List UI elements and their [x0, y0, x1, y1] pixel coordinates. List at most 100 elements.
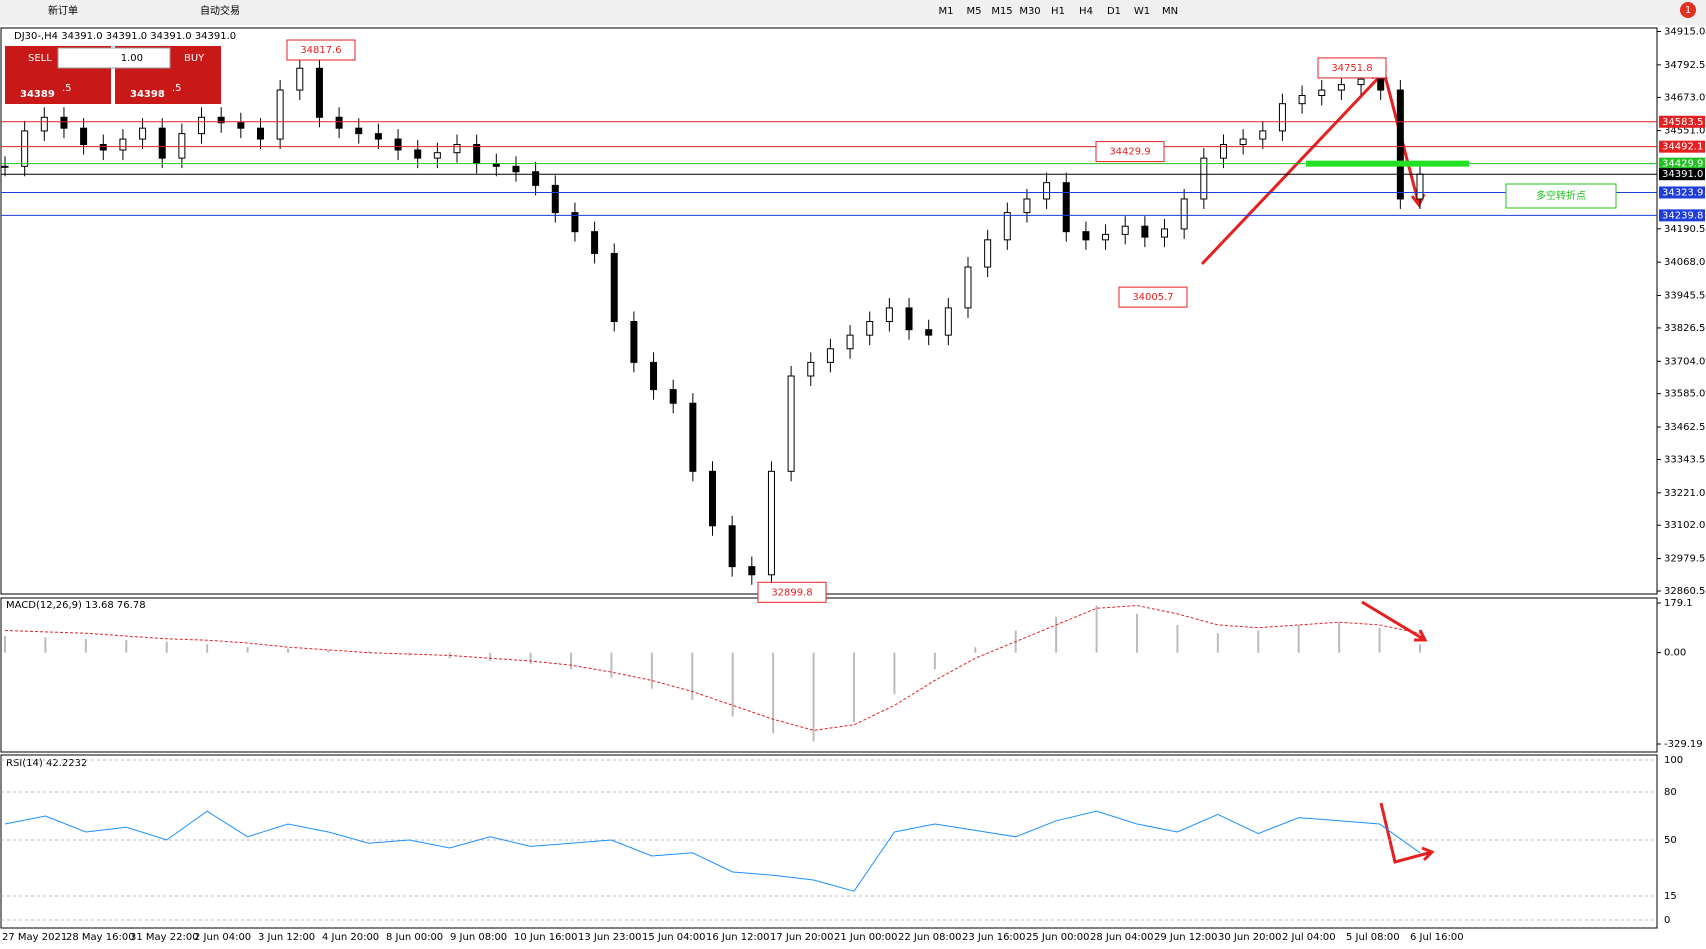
auto-trading[interactable]: 自动交易: [200, 4, 240, 17]
timeframe[interactable]: H1: [1051, 6, 1065, 17]
candle: [139, 127, 147, 140]
macd-bar: [1297, 624, 1300, 653]
x-tick-label: 10 Jun 16:00: [514, 932, 578, 943]
price-level-box: [1659, 115, 1705, 128]
x-tick-label: 27 May 2021: [2, 932, 67, 943]
macd-bar: [974, 647, 977, 653]
y-tick-label: 34673.0: [1664, 92, 1705, 103]
price-level-box: [1659, 168, 1705, 181]
candle: [355, 127, 363, 135]
price-level-label: 34323.9: [1662, 187, 1703, 198]
candle: [532, 171, 540, 186]
macd-bar: [1338, 622, 1341, 653]
x-tick-label: 23 Jun 16:00: [962, 932, 1026, 943]
x-tick-label: 31 May 22:00: [130, 932, 199, 943]
candle: [689, 402, 697, 472]
candle: [984, 239, 992, 268]
candle: [394, 138, 402, 151]
y-tick-label: 33462.5: [1664, 422, 1705, 433]
macd-bar: [529, 652, 532, 664]
candle: [748, 566, 756, 576]
macd-bar: [570, 652, 572, 670]
candle: [315, 67, 323, 118]
price-level-box: [1659, 157, 1705, 170]
candle: [610, 252, 618, 323]
macd-signal: [4, 605, 1421, 731]
timeframe[interactable]: MN: [1162, 6, 1178, 17]
candle: [198, 116, 206, 135]
macd-bar: [731, 652, 734, 717]
x-tick-label: 25 Jun 00:00: [1026, 932, 1090, 943]
candle: [787, 375, 795, 472]
y-tick-label: 34915.0: [1664, 27, 1705, 38]
y-tick-label: 33945.5: [1664, 291, 1705, 302]
macd-tick-label: 0.00: [1664, 648, 1686, 659]
candle: [1377, 78, 1385, 91]
notification-badge[interactable]: [1680, 2, 1696, 18]
candle: [944, 307, 952, 336]
timeframe[interactable]: M15: [991, 6, 1012, 17]
annotation: 34751.8: [1331, 63, 1372, 74]
candle: [1416, 173, 1424, 200]
candle: [119, 138, 127, 151]
candle: [650, 361, 658, 391]
candle: [1023, 198, 1031, 214]
annotation-box: [286, 39, 356, 61]
candle: [866, 321, 874, 336]
macd-bar: [327, 649, 330, 653]
price-level-label: 34391.0: [1662, 169, 1703, 180]
y-tick-label: 34551.0: [1664, 126, 1705, 137]
y-tick-label: 33102.0: [1664, 520, 1705, 531]
x-tick-label: 28 Jun 04:00: [1090, 932, 1154, 943]
candle: [1200, 157, 1208, 200]
timeframe[interactable]: W1: [1134, 6, 1150, 17]
rsi-tick-label: 50: [1664, 835, 1677, 846]
rsi-tick-label: 100: [1664, 755, 1683, 766]
macd-bar: [1216, 633, 1219, 653]
macd-bar: [165, 641, 168, 653]
timeframe[interactable]: H4: [1079, 6, 1093, 17]
annotation: 32899.8: [771, 587, 812, 598]
sell-button[interactable]: SELL: [28, 53, 52, 64]
x-tick-label: 15 Jun 04:00: [642, 932, 706, 943]
timeframe[interactable]: M1: [939, 6, 954, 17]
candle: [1062, 182, 1070, 233]
macd-bar: [933, 652, 936, 670]
buy-button[interactable]: BUY: [184, 53, 205, 64]
candle: [1161, 228, 1169, 238]
timeframe[interactable]: D1: [1107, 6, 1121, 17]
macd-bar: [812, 652, 815, 742]
note-box: [1505, 183, 1617, 209]
x-tick-label: 9 Jun 08:00: [450, 932, 507, 943]
candle: [1337, 84, 1345, 91]
candle: [1357, 78, 1365, 86]
candle: [21, 130, 29, 167]
buy-pip: .5: [172, 83, 182, 94]
candle: [1043, 182, 1051, 200]
candle: [905, 307, 913, 331]
note: 多空转折点: [1536, 189, 1586, 202]
candle: [276, 89, 284, 140]
candle: [433, 152, 441, 159]
candle: [1259, 130, 1267, 140]
timeframe[interactable]: M5: [967, 6, 982, 17]
y-tick-label: 32979.5: [1664, 554, 1705, 565]
candle: [1121, 225, 1129, 235]
timeframe[interactable]: M30: [1019, 6, 1040, 17]
price-level-box: [1659, 140, 1705, 153]
macd-bar: [287, 648, 289, 653]
rsi-panel: [0, 754, 1658, 929]
y-tick-label: 33343.5: [1664, 454, 1705, 465]
annotation-box: [757, 581, 827, 603]
new-order[interactable]: 新订单: [48, 4, 78, 17]
macd-panel: [0, 597, 1658, 753]
macd-bar: [1055, 616, 1058, 653]
macd-bar: [4, 636, 6, 653]
candle: [473, 144, 481, 165]
macd-bar: [772, 652, 775, 734]
x-tick-label: 22 Jun 08:00: [898, 932, 962, 943]
candle: [1298, 94, 1306, 105]
volume-input[interactable]: 1.00: [121, 53, 143, 64]
annotation-box: [1095, 141, 1165, 163]
candle: [630, 321, 638, 363]
